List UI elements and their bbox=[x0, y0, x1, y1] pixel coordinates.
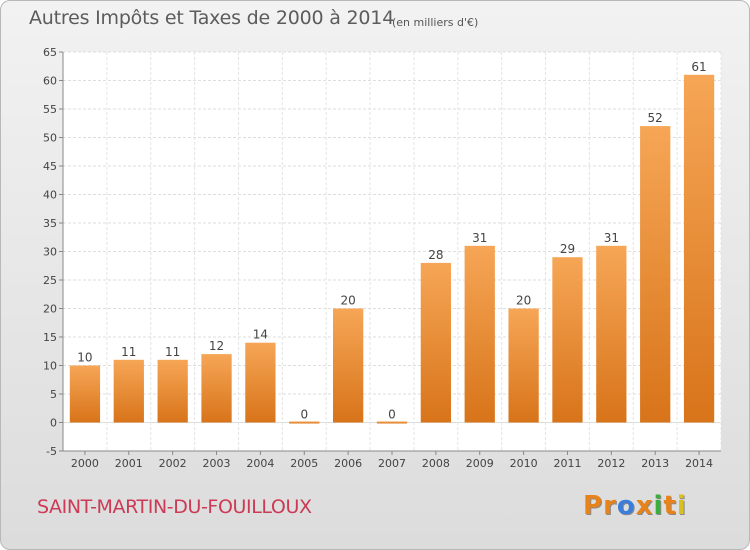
x-tick-label: 2011 bbox=[553, 457, 581, 470]
data-label: 31 bbox=[604, 231, 619, 245]
logo-letter: t bbox=[663, 491, 677, 521]
y-tick-label: 15 bbox=[43, 331, 57, 344]
x-tick-label: 2014 bbox=[685, 457, 713, 470]
x-tick-label: 2002 bbox=[159, 457, 187, 470]
bar-2001 bbox=[113, 359, 144, 423]
x-tick-label: 2009 bbox=[466, 457, 494, 470]
data-label: 31 bbox=[472, 231, 487, 245]
bar-2013 bbox=[640, 126, 671, 423]
x-tick-label: 2003 bbox=[203, 457, 231, 470]
y-tick-label: 50 bbox=[43, 132, 57, 145]
y-tick-label: 5 bbox=[50, 388, 57, 401]
logo-letter: o bbox=[616, 491, 636, 521]
bar-2009 bbox=[464, 245, 495, 423]
y-tick-label: 40 bbox=[43, 189, 57, 202]
data-label: 20 bbox=[340, 294, 355, 308]
y-tick-label: 25 bbox=[43, 274, 57, 287]
y-tick-label: 45 bbox=[43, 160, 57, 173]
x-tick-label: 2006 bbox=[334, 457, 362, 470]
y-tick-label: 60 bbox=[43, 75, 57, 88]
bar-2000 bbox=[69, 365, 101, 423]
chart-title: Autres Impôts et Taxes de 2000 à 2014 bbox=[29, 7, 395, 29]
y-tick-label: 0 bbox=[50, 417, 57, 430]
data-label: 52 bbox=[648, 111, 663, 125]
y-tick-label: 10 bbox=[43, 360, 57, 373]
data-label: 12 bbox=[209, 339, 224, 353]
x-tick-label: 2000 bbox=[71, 457, 99, 470]
x-tick-label: 2013 bbox=[641, 457, 669, 470]
logo-letter: i bbox=[676, 491, 687, 521]
x-tick-label: 2008 bbox=[422, 457, 450, 470]
x-tick-label: 2004 bbox=[246, 457, 274, 470]
bar-2004 bbox=[245, 342, 276, 423]
y-tick-label: 20 bbox=[43, 303, 57, 316]
bars: 10 11 11 12 14 0 20 0 28 31 20 29 31 52 61 bbox=[69, 60, 715, 424]
data-label: 11 bbox=[165, 345, 180, 359]
bar-2014 bbox=[683, 74, 715, 423]
logo-letter: i bbox=[653, 491, 664, 521]
data-label: 20 bbox=[516, 294, 531, 308]
data-label: 61 bbox=[691, 60, 706, 74]
data-label: 14 bbox=[253, 328, 268, 342]
data-label: 28 bbox=[428, 248, 443, 262]
bar-2006 bbox=[332, 308, 364, 423]
bar-2007 bbox=[376, 421, 408, 424]
data-label: 29 bbox=[560, 242, 575, 256]
y-tick-label: -5 bbox=[46, 445, 57, 458]
proxiti-logo[interactable]: Proxiti bbox=[583, 491, 687, 521]
data-label: 0 bbox=[388, 408, 396, 422]
bar-2011 bbox=[552, 257, 583, 423]
bar-2002 bbox=[157, 359, 188, 423]
y-tick-label: 65 bbox=[43, 46, 57, 59]
x-tick-label: 2001 bbox=[115, 457, 143, 470]
bar-2010 bbox=[508, 308, 539, 423]
bar-2003 bbox=[201, 354, 232, 423]
chart-subtitle: (en milliers d'€) bbox=[392, 16, 479, 29]
y-tick-label: 30 bbox=[43, 246, 57, 259]
logo-letter: P bbox=[583, 491, 604, 521]
data-label: 10 bbox=[77, 351, 92, 365]
x-tick-label: 2005 bbox=[290, 457, 318, 470]
data-label: 0 bbox=[300, 408, 308, 422]
logo-letter: x bbox=[635, 491, 654, 521]
y-tick-label: 55 bbox=[43, 103, 57, 116]
data-label: 11 bbox=[121, 345, 136, 359]
x-tick-label: 2007 bbox=[378, 457, 406, 470]
town-name: SAINT-MARTIN-DU-FOUILLOUX bbox=[37, 496, 312, 518]
x-tick-label: 2012 bbox=[597, 457, 625, 470]
bar-2008 bbox=[420, 262, 452, 423]
bar-2012 bbox=[596, 245, 627, 423]
x-tick-label: 2010 bbox=[510, 457, 538, 470]
logo-letter: r bbox=[603, 491, 617, 521]
bar-2005 bbox=[289, 421, 320, 424]
y-tick-label: 35 bbox=[43, 217, 57, 230]
